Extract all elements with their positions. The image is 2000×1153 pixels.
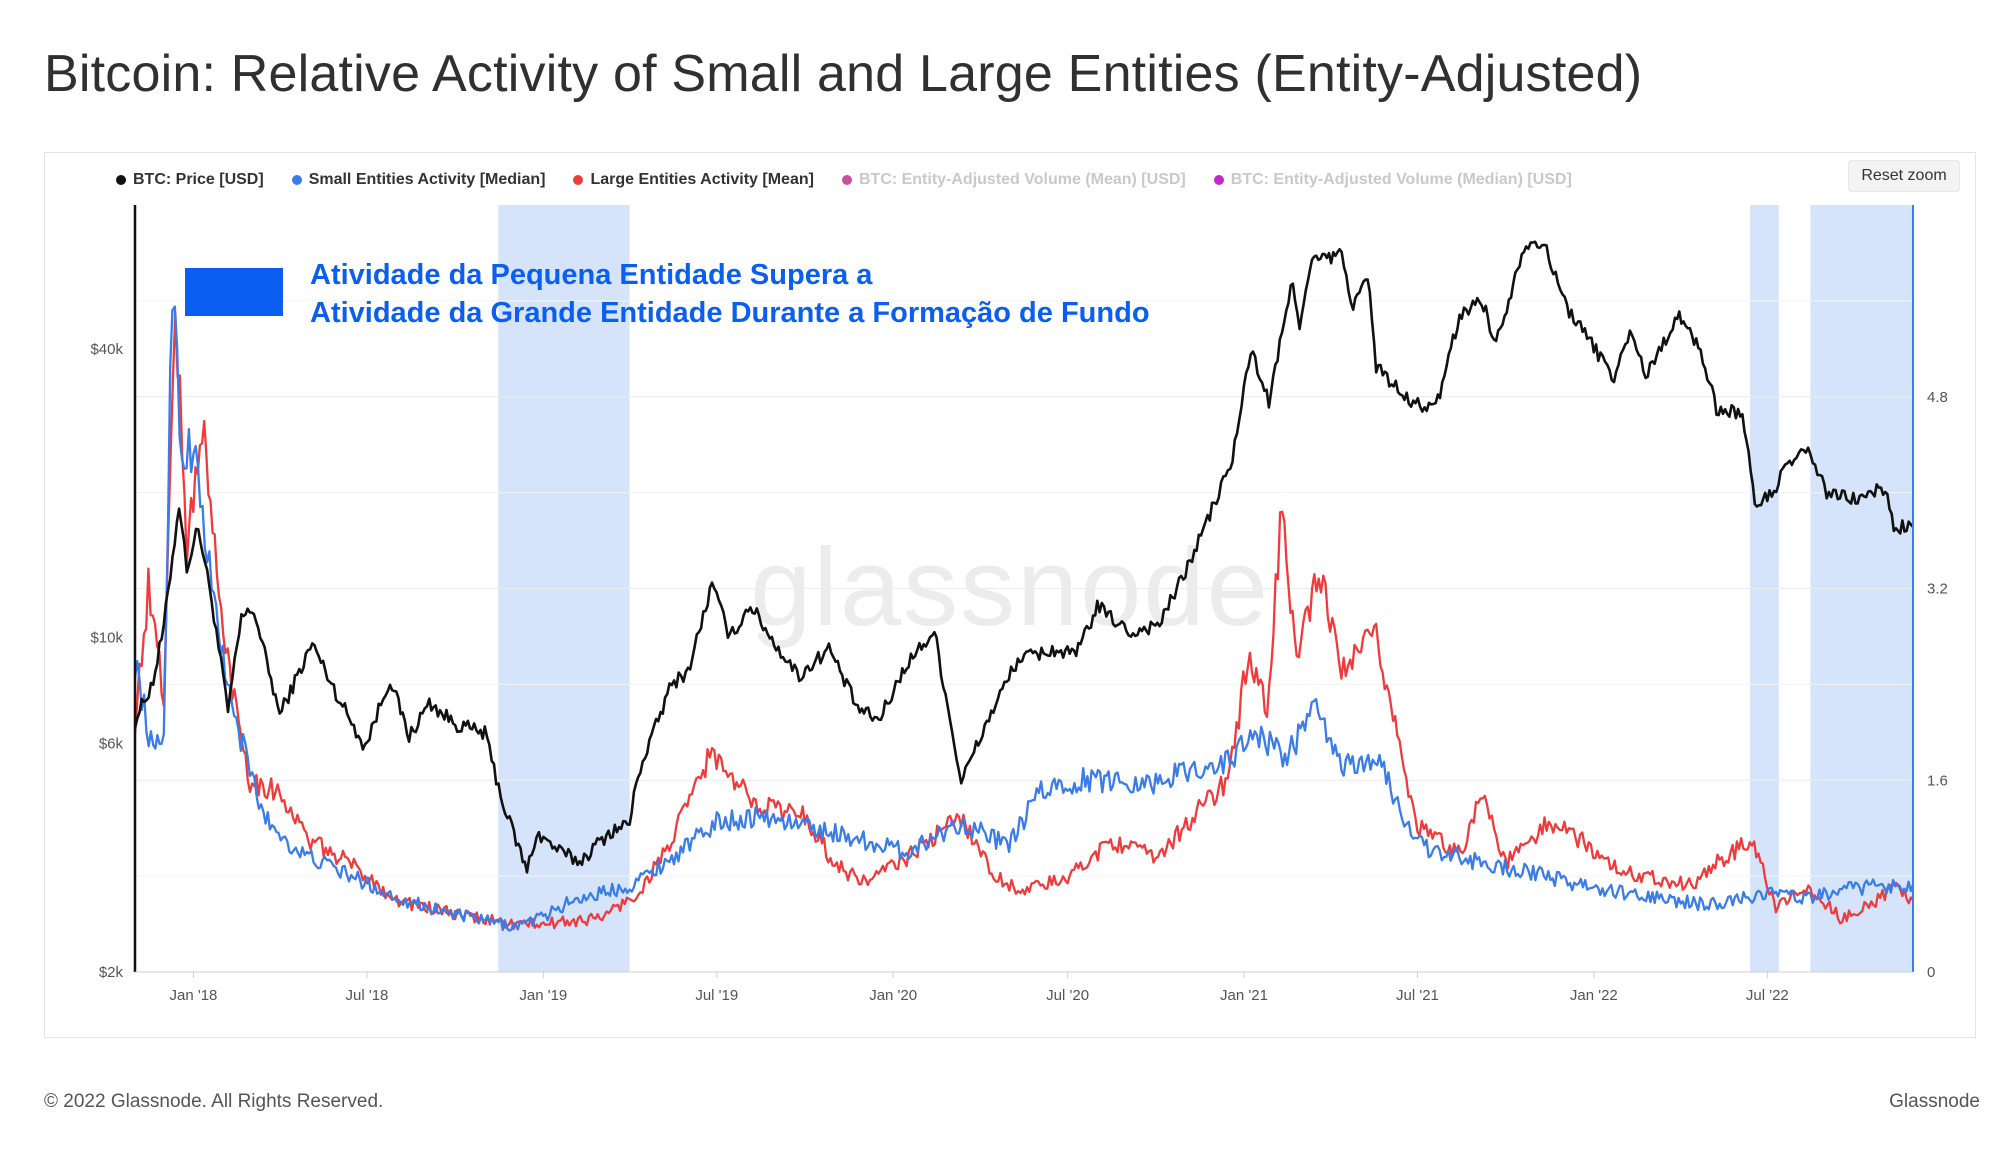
chart-frame: [44, 152, 1976, 1038]
x-tick-label: Jan '19: [519, 987, 567, 1004]
annotation-line-2: Atividade da Grande Entidade Durante a F…: [310, 297, 1150, 329]
legend-label: Large Entities Activity [Mean]: [590, 171, 814, 188]
annotation-legend-swatch: [185, 268, 283, 316]
x-tick-label: Jan '20: [869, 987, 917, 1004]
annotation-line-1: Atividade da Pequena Entidade Supera a: [310, 259, 873, 291]
y-left-tick-label: $40k: [90, 341, 123, 358]
y-right-tick-label: 1.6: [1927, 772, 1948, 789]
legend-label: Small Entities Activity [Median]: [308, 171, 546, 188]
x-tick-label: Jul '21: [1396, 987, 1439, 1004]
series-lines: [133, 240, 1915, 932]
chart-legend: BTC: Price [USD] Small Entities Activity …: [116, 168, 1572, 192]
legend-dot-icon: [291, 175, 302, 185]
watermark-text: glassnode: [750, 526, 1270, 649]
y-right-tick-label: 0: [1927, 964, 1935, 981]
legend-item[interactable]: Small Entities Activity [Median]: [291, 171, 546, 189]
legend-label: BTC: Entity-Adjusted Volume (Median) [US…: [1230, 171, 1572, 188]
y-right-tick-label: 3.2: [1927, 581, 1948, 598]
x-tick-label: Jan '22: [1570, 987, 1618, 1004]
legend-label: BTC: Entity-Adjusted Volume (Mean) [USD]: [858, 171, 1186, 188]
legend-label: BTC: Price [USD]: [133, 171, 264, 188]
legend-dot-icon: [1213, 175, 1224, 185]
x-tick-label: Jan '18: [170, 987, 218, 1004]
axes: Jan '18 Jul '18 Jan '19 Jul '19 Jan '20 Jul '…: [90, 205, 1948, 1004]
footer-brand: Glassnode: [1889, 1091, 1980, 1112]
legend-dot-icon: [573, 175, 584, 185]
footer-copyright: © 2022 Glassnode. All Rights Reserved.: [44, 1091, 384, 1112]
reset-zoom-button[interactable]: Reset zoom: [1848, 160, 1960, 192]
x-tick-label: Jul '22: [1746, 987, 1789, 1004]
legend-item[interactable]: BTC: Entity-Adjusted Volume (Mean) [USD]: [841, 171, 1186, 189]
legend-item[interactable]: Large Entities Activity [Mean]: [573, 171, 814, 189]
y-left-tick-label: $10k: [90, 629, 123, 646]
x-tick-label: Jul '19: [695, 987, 738, 1004]
x-tick-label: Jan '21: [1220, 987, 1268, 1004]
annotation: Atividade da Pequena Entidade Supera a A…: [185, 259, 1150, 329]
y-left-tick-label: $6k: [99, 736, 124, 753]
x-tick-label: Jul '18: [346, 987, 389, 1004]
legend-item[interactable]: BTC: Price [USD]: [116, 171, 264, 189]
legend-dot-icon: [841, 175, 852, 185]
y-left-tick-label: $2k: [99, 964, 124, 981]
page-title: Bitcoin: Relative Activity of Small and …: [44, 45, 1643, 103]
legend-dot-icon: [116, 175, 126, 185]
series-line-small-entities: [133, 305, 1915, 932]
legend-item[interactable]: BTC: Entity-Adjusted Volume (Median) [US…: [1213, 171, 1572, 189]
y-right-tick-label: 4.8: [1927, 389, 1948, 406]
series-line-btc-price: [133, 240, 1914, 874]
x-tick-label: Jul '20: [1046, 987, 1089, 1004]
